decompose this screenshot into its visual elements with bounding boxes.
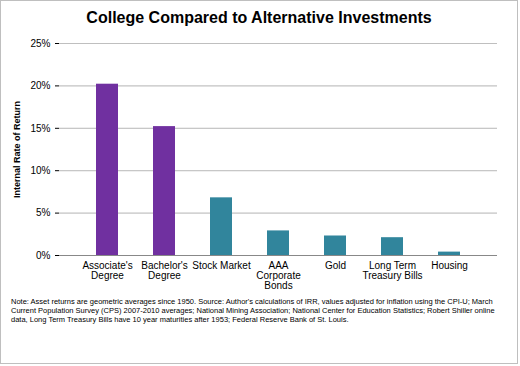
svg-text:Internal Rate of Return: Internal Rate of Return [12, 101, 22, 198]
svg-text:5%: 5% [36, 207, 51, 218]
svg-text:Associate'sDegree: Associate'sDegree [82, 260, 132, 281]
svg-text:0%: 0% [36, 250, 51, 261]
svg-text:20%: 20% [30, 80, 50, 91]
svg-text:Stock Market: Stock Market [192, 260, 251, 271]
svg-text:Gold: Gold [325, 260, 346, 271]
svg-text:10%: 10% [30, 165, 50, 176]
html-text:Note: Asset returns are geomet: Note: Asset returns are geometric averag… [11, 297, 495, 324]
html-text:College Compared to Alternativ: College Compared to Alternative Investme… [86, 9, 432, 26]
svg-text:25%: 25% [30, 38, 50, 49]
svg-text:Housing: Housing [431, 260, 468, 271]
svg-text:Bachelor'sDegree: Bachelor'sDegree [141, 260, 187, 281]
svg-text:Long TermTreasury Bills: Long TermTreasury Bills [362, 260, 422, 281]
svg-text:15%: 15% [30, 123, 50, 134]
svg-text:AAACorporateBonds: AAACorporateBonds [256, 260, 301, 291]
